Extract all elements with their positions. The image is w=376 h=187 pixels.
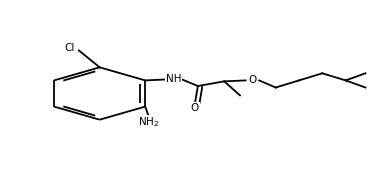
Text: O: O (191, 103, 199, 113)
Text: NH: NH (166, 74, 181, 85)
Text: NH$_2$: NH$_2$ (138, 116, 159, 129)
Text: Cl: Cl (64, 43, 75, 53)
Text: O: O (248, 75, 256, 85)
